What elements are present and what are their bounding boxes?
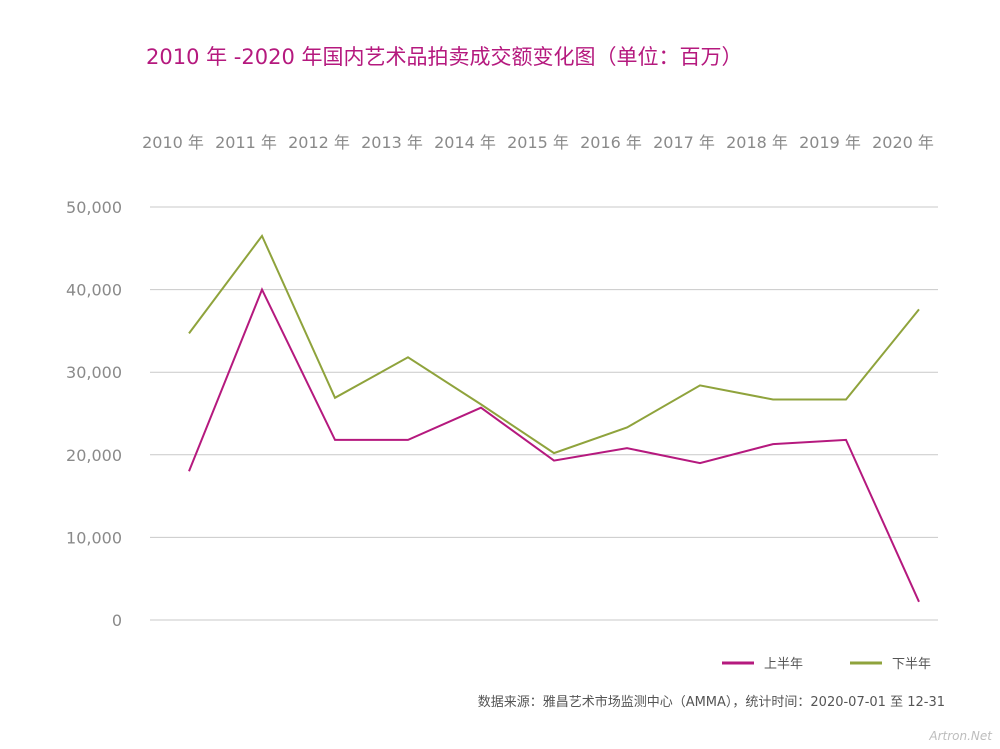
y-tick-label: 30,000 <box>66 363 122 382</box>
grid-lines <box>150 206 938 621</box>
y-tick-label: 50,000 <box>66 198 122 217</box>
series-line-second-half <box>188 233 920 455</box>
y-tick-label: 0 <box>112 611 122 630</box>
x-tick-label: 2016 年 <box>580 133 642 152</box>
x-tick-label: 2019 年 <box>799 133 861 152</box>
source-note: 数据来源：雅昌艺术市场监测中心（AMMA），统计时间：2020-07-01 至 … <box>478 694 945 710</box>
y-tick-label: 40,000 <box>66 281 122 300</box>
y-tick-label: 20,000 <box>66 446 122 465</box>
x-tick-label: 2012 年 <box>288 133 350 152</box>
x-axis-ticks: 2010 年 2011 年 2012 年 2013 年 2014 年 2015 年 2016… <box>142 133 934 152</box>
x-tick-label: 2020 年 <box>872 133 934 152</box>
x-tick-label: 2013 年 <box>361 133 423 152</box>
x-tick-label: 2015 年 <box>507 133 569 152</box>
x-tick-label: 2018 年 <box>726 133 788 152</box>
x-tick-label: 2017 年 <box>653 133 715 152</box>
y-axis-ticks: 0 10,000 20,000 30,000 40,000 50,000 <box>66 198 122 630</box>
x-tick-label: 2011 年 <box>215 133 277 152</box>
legend-label: 上半年 <box>764 657 803 672</box>
series-lines <box>188 233 920 603</box>
legend: 上半年 下半年 <box>722 657 931 672</box>
series-line-first-half <box>188 287 920 603</box>
x-tick-label: 2010 年 <box>142 133 204 152</box>
y-tick-label: 10,000 <box>66 528 122 547</box>
x-tick-label: 2014 年 <box>434 133 496 152</box>
legend-label: 下半年 <box>892 657 931 672</box>
chart-title: 2010 年 -2020 年国内艺术品拍卖成交额变化图（单位：百万） <box>146 45 743 69</box>
watermark: Artron.Net <box>928 729 993 743</box>
